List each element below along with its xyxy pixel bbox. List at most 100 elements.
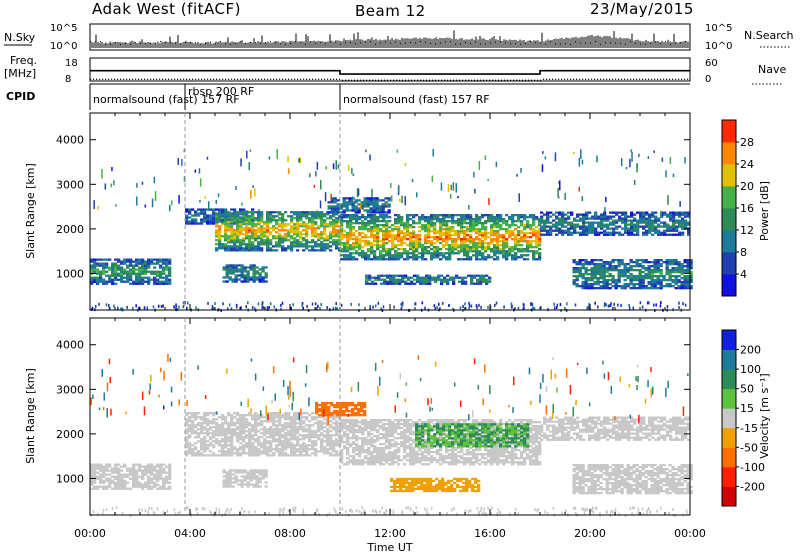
range-cell: [218, 442, 222, 445]
range-cell: [581, 267, 585, 270]
range-cell: [224, 420, 228, 423]
range-cell: [343, 220, 347, 223]
range-cell: [369, 203, 373, 206]
range-cell: [245, 233, 249, 236]
range-cell: [445, 214, 449, 217]
range-cell: [555, 233, 559, 236]
range-cell: [508, 236, 512, 239]
ground-scatter-cell: [281, 301, 284, 305]
ground-scatter-cell: [452, 307, 454, 311]
range-cell: [150, 260, 154, 263]
ground-scatter-cell: [268, 305, 271, 309]
range-cell: [105, 280, 109, 283]
range-cell: [269, 239, 273, 242]
nsearch-point: [425, 41, 426, 43]
range-cell: [642, 227, 646, 230]
nsearch-point: [160, 41, 161, 43]
range-cell: [123, 262, 127, 265]
range-cell: [281, 235, 285, 238]
range-cell: [224, 436, 228, 439]
range-cell: [409, 226, 413, 229]
range-cell: [372, 199, 376, 202]
noise-speckle: [457, 196, 459, 199]
range-cell: [675, 211, 679, 214]
range-cell: [302, 237, 306, 240]
range-cell: [355, 230, 359, 233]
noise-speckle: [557, 187, 559, 198]
ground-scatter-cell: [487, 305, 489, 309]
range-cell: [200, 220, 204, 223]
range-cell: [358, 254, 362, 257]
range-cell: [156, 469, 160, 472]
range-cell: [269, 233, 273, 236]
range-cell: [428, 280, 432, 283]
range-cell: [416, 276, 420, 279]
ground-scatter-cell: [459, 306, 462, 310]
noise-speckle: [684, 157, 686, 164]
range-cell: [620, 259, 624, 262]
range-cell: [150, 262, 154, 265]
range-cell: [379, 214, 383, 217]
range-cell: [677, 281, 681, 284]
range-cell: [336, 209, 340, 212]
range-cell: [451, 242, 455, 245]
range-cell: [384, 197, 388, 200]
range-cell: [111, 278, 115, 281]
range-cell: [482, 280, 486, 283]
range-cell: [293, 243, 297, 246]
range-cell: [144, 262, 148, 265]
range-cell: [617, 285, 621, 288]
range-cell: [327, 205, 331, 208]
range-cell: [314, 213, 318, 216]
range-cell: [323, 229, 327, 232]
range-cell: [392, 280, 396, 283]
range-cell: [376, 236, 380, 239]
range-cell: [275, 241, 279, 244]
range-cell: [575, 277, 579, 280]
ground-scatter-cell: [594, 301, 596, 305]
noise-speckle: [177, 157, 179, 165]
nave-point: [138, 78, 140, 80]
ground-scatter-cell: [603, 302, 606, 306]
range-cell: [650, 271, 654, 274]
range-cell: [594, 221, 598, 224]
range-cell: [418, 244, 422, 247]
range-cell: [218, 432, 222, 435]
freq-right-tick-high: 60: [705, 58, 718, 69]
range-cell: [439, 214, 443, 217]
range-cell: [653, 269, 657, 272]
range-cell: [663, 223, 667, 226]
range-cell: [445, 244, 449, 247]
range-cell: [394, 222, 398, 225]
noise-speckle: [669, 157, 672, 165]
range-cell: [663, 225, 667, 228]
range-cell: [578, 269, 582, 272]
noise-speckle: [356, 188, 359, 198]
range-cell: [272, 249, 276, 252]
range-cell: [603, 213, 607, 216]
range-cell: [227, 217, 231, 220]
range-cell: [105, 469, 109, 472]
range-cell: [225, 274, 229, 277]
range-cell: [641, 283, 645, 286]
range-cell: [153, 278, 157, 281]
range-cell: [111, 282, 115, 285]
ground-scatter-cell: [400, 302, 403, 306]
range-cell: [511, 224, 515, 227]
range-cell: [460, 258, 464, 261]
range-cell: [200, 454, 204, 457]
nave-point: [123, 78, 125, 80]
range-cell: [221, 221, 225, 224]
nsearch-point: [260, 42, 261, 44]
range-cell: [549, 227, 553, 230]
range-cell: [602, 277, 606, 280]
noise-speckle: [136, 183, 138, 188]
nsearch-point: [125, 43, 126, 45]
range-cell: [475, 230, 479, 233]
ground-scatter-cell: [566, 302, 568, 306]
nsearch-point: [535, 42, 536, 44]
range-cell: [363, 205, 367, 208]
range-cell: [668, 277, 672, 280]
range-cell: [668, 261, 672, 264]
range-cell: [543, 225, 547, 228]
